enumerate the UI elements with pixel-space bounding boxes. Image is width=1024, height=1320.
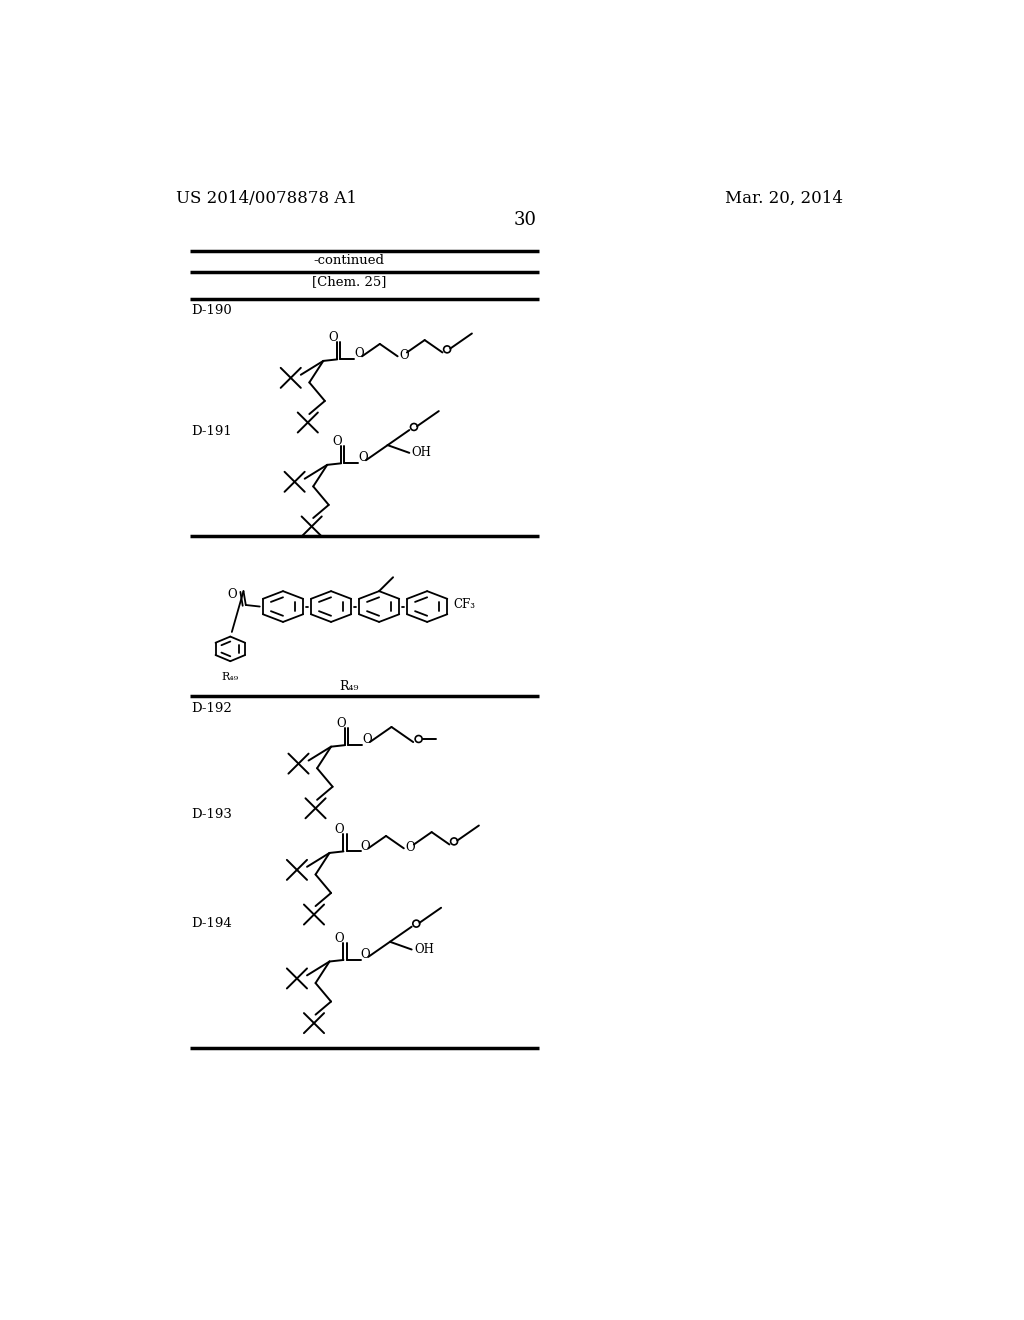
Text: D-190: D-190 [191,304,232,317]
Text: O: O [406,841,415,854]
Text: O: O [354,347,364,360]
Text: O: O [335,824,344,837]
Text: D-194: D-194 [191,916,232,929]
Text: O: O [336,717,346,730]
Text: R₄₉: R₄₉ [221,672,239,681]
Text: O: O [358,451,368,465]
Text: O: O [329,331,338,345]
Text: US 2014/0078878 A1: US 2014/0078878 A1 [176,190,357,207]
Text: O: O [360,840,370,853]
Text: O: O [360,948,370,961]
Text: D-193: D-193 [191,808,232,821]
Text: O: O [399,348,409,362]
Text: D-192: D-192 [191,702,232,715]
Text: O: O [227,587,237,601]
Text: [Chem. 25]: [Chem. 25] [311,275,386,288]
Text: D-191: D-191 [191,425,232,438]
Text: -continued: -continued [313,253,384,267]
Text: CF₃: CF₃ [454,598,475,611]
Text: OH: OH [412,446,431,459]
Text: OH: OH [414,942,434,956]
Text: O: O [362,733,372,746]
Text: O: O [333,436,342,449]
Text: O: O [335,932,344,945]
Text: R₄₉: R₄₉ [339,680,358,693]
Text: 30: 30 [513,211,537,228]
Text: Mar. 20, 2014: Mar. 20, 2014 [725,190,843,207]
